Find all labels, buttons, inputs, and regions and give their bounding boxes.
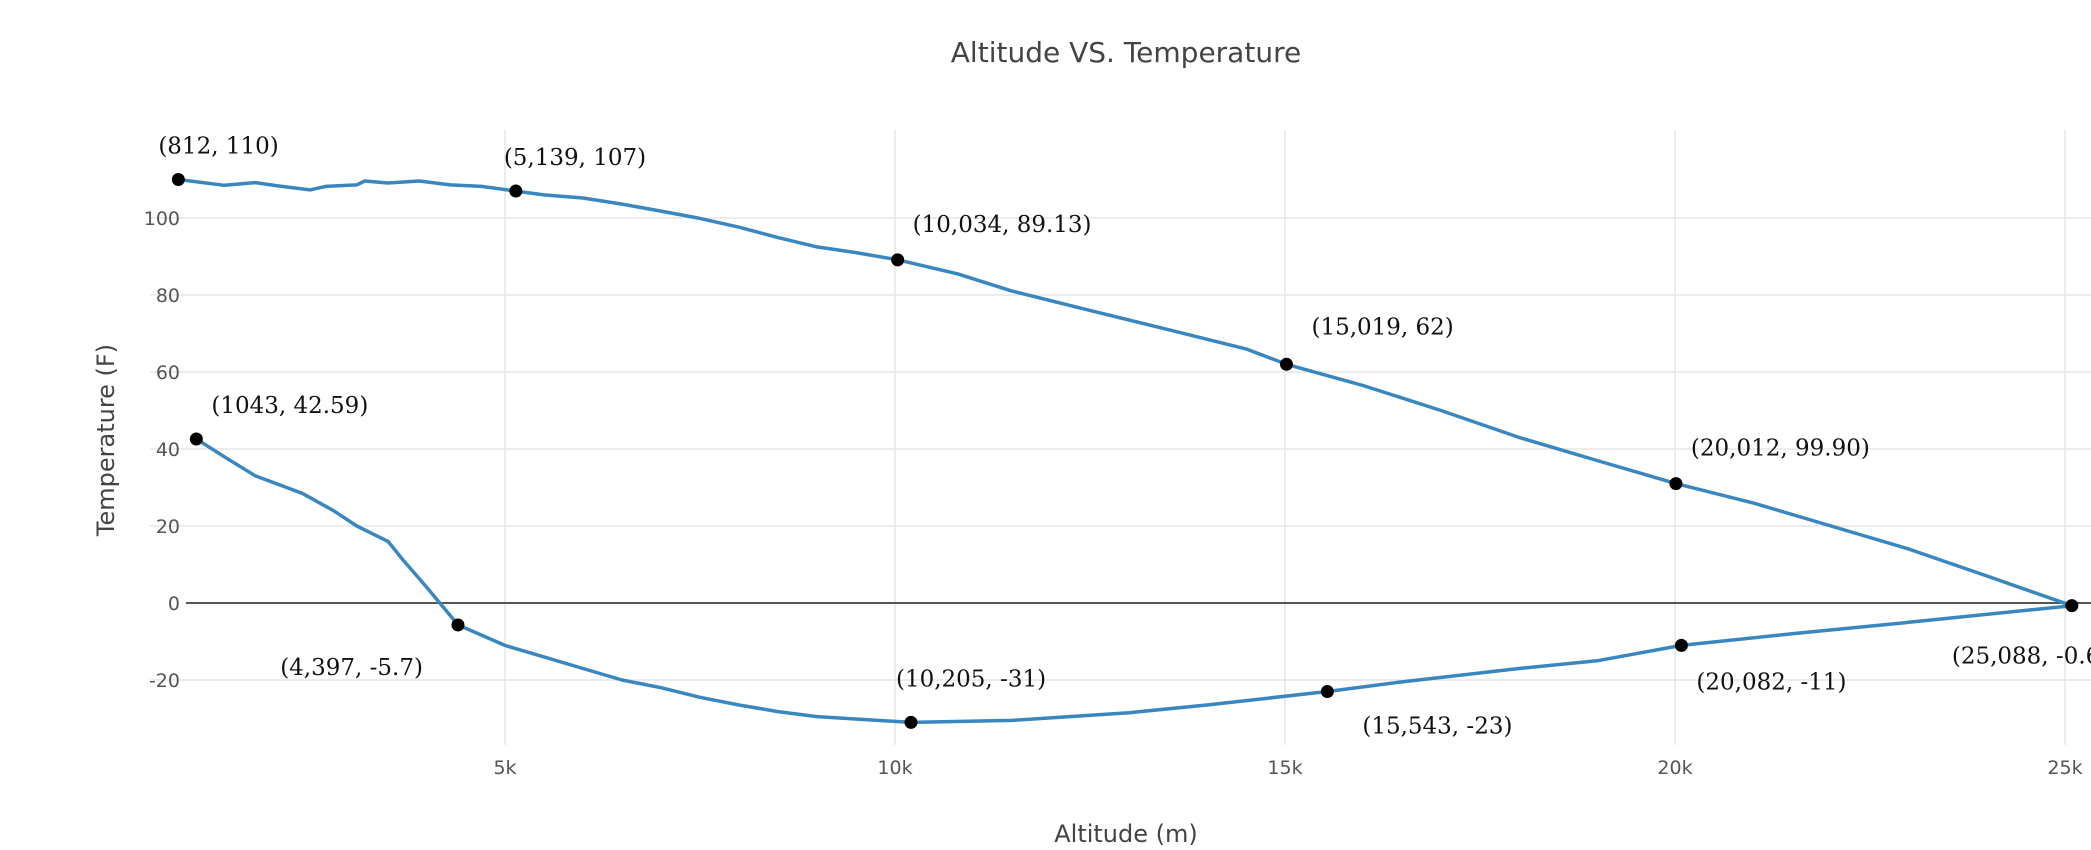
data-point-marker xyxy=(1674,638,1688,652)
x-tick-label: 25k xyxy=(2047,757,2082,779)
data-point-marker xyxy=(509,184,523,198)
data-point-marker xyxy=(1279,357,1293,371)
gridlines xyxy=(150,130,2091,745)
point-annotation-label: (20,012, 99.90) xyxy=(1691,436,1870,462)
point-annotation-label: (20,082, -11) xyxy=(1696,669,1846,695)
data-point-marker xyxy=(904,715,918,729)
point-annotation-label: (812, 110) xyxy=(158,134,278,160)
data-point-marker xyxy=(451,618,465,632)
data-point-marker xyxy=(189,432,203,446)
x-axis-ticks: 5k 10k 15k 20k 25k xyxy=(493,757,2082,779)
data-point-marker xyxy=(2065,599,2079,613)
point-annotation-label: (15,019, 62) xyxy=(1311,314,1453,340)
y-tick-label: 0 xyxy=(168,593,180,615)
y-axis-title: Temperature (F) xyxy=(92,344,120,537)
x-tick-label: 10k xyxy=(877,757,912,779)
y-tick-label: -20 xyxy=(149,670,180,692)
point-annotation-label: (1043, 42.59) xyxy=(211,393,368,419)
data-point-marker xyxy=(1669,477,1683,491)
y-tick-label: 80 xyxy=(156,285,180,307)
x-axis-title: Altitude (m) xyxy=(1054,820,1198,848)
point-annotation-label: (15,543, -23) xyxy=(1362,714,1512,740)
data-point-marker xyxy=(171,173,185,186)
data-point-marker xyxy=(891,253,905,267)
x-tick-label: 20k xyxy=(1657,757,1692,779)
data-point-marker xyxy=(1320,685,1334,699)
point-annotation-label: (4,397, -5.7) xyxy=(280,655,423,681)
y-tick-label: 100 xyxy=(144,208,180,230)
series-line-1 xyxy=(176,177,2074,608)
y-axis-ticks: -20 0 20 40 60 80 100 xyxy=(144,208,180,692)
point-annotation-label: (5,139, 107) xyxy=(504,145,646,171)
point-annotation-label: (10,205, -31) xyxy=(896,666,1046,692)
point-annotation-label: (10,034, 89.13) xyxy=(913,212,1092,238)
point-annotation-label: (25,088, -0.69) xyxy=(1952,644,2091,670)
point-annotations: (812, 110) (5,139, 107) (10,034, 89.13) (15… xyxy=(158,134,2091,740)
y-tick-label: 20 xyxy=(156,516,180,538)
y-tick-label: 40 xyxy=(156,439,180,461)
x-tick-label: 5k xyxy=(493,757,516,779)
series-line-2 xyxy=(194,437,2074,725)
y-tick-label: 60 xyxy=(156,362,180,384)
x-tick-label: 15k xyxy=(1267,757,1302,779)
chart-title: Altitude VS. Temperature xyxy=(951,36,1301,69)
data-markers xyxy=(171,173,2079,729)
series-lines xyxy=(176,177,2074,725)
